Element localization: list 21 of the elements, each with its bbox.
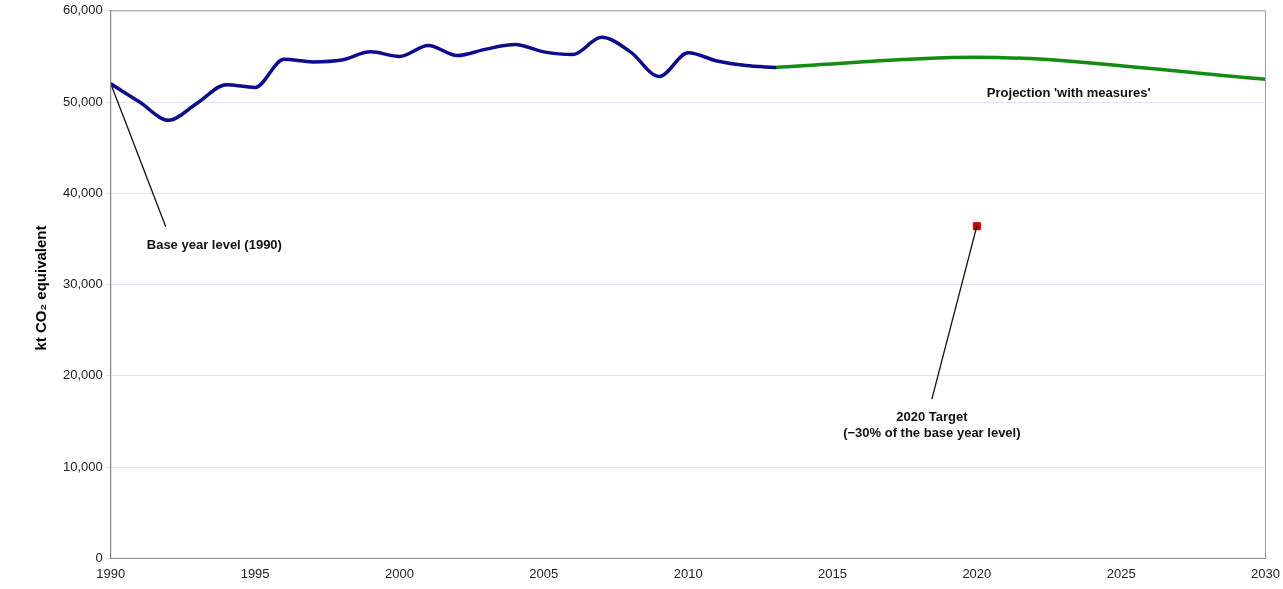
x-tick-label: 2020 — [962, 565, 992, 581]
x-tick-label: 2025 — [1106, 565, 1136, 581]
annotation: 2020 Target (−30% of the base year level) — [843, 409, 1021, 441]
x-tick-label: 2005 — [529, 565, 559, 581]
x-tick-label: 1995 — [240, 565, 270, 581]
series-label: Projection 'with measures' — [986, 85, 1151, 101]
x-tick-label: 2000 — [385, 565, 414, 581]
x-tick-label: 2015 — [818, 565, 847, 581]
y-tick-label: 60,000 — [63, 2, 103, 18]
y-axis-title: kt CO₂ equivalent — [31, 225, 49, 351]
x-tick-label: 1990 — [96, 565, 126, 581]
y-tick-label: 10,000 — [63, 458, 103, 474]
x-tick-label: 2030 — [1251, 565, 1280, 581]
y-tick-label: 50,000 — [63, 93, 103, 109]
line-series — [110, 35, 777, 123]
y-tick-label: 30,000 — [63, 276, 103, 292]
y-tick-label: 20,000 — [63, 367, 103, 383]
y-tick-label: 0 — [95, 549, 103, 565]
annotation: Base year level (1990) — [146, 236, 282, 252]
x-tick-label: 2010 — [673, 565, 703, 581]
y-tick-label: 40,000 — [63, 184, 103, 200]
